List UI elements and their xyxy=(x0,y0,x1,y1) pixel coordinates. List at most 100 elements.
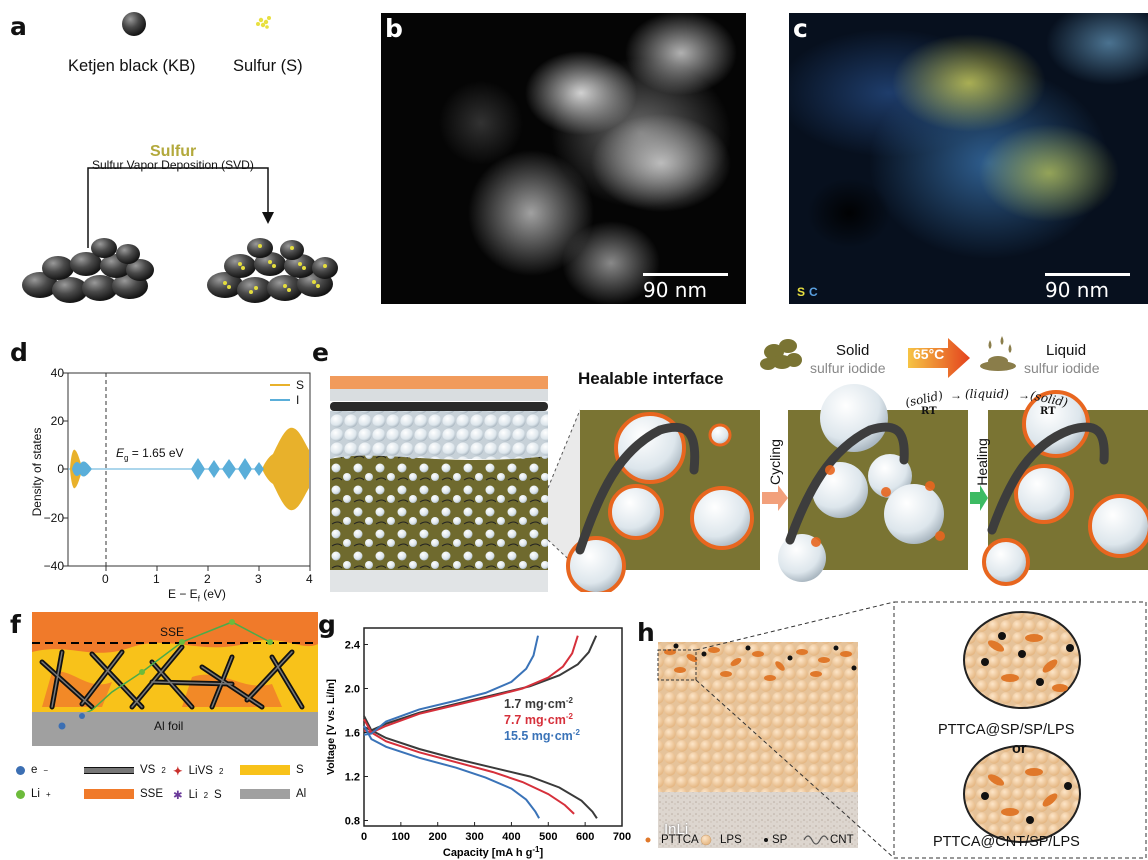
panel-label-g: g xyxy=(318,610,336,639)
y-tick-label: 1.2 xyxy=(345,772,360,784)
scale-c: 90 nm xyxy=(1045,278,1109,302)
solid-sulfur-iodide-icon xyxy=(760,339,802,370)
temp-label: 65°C xyxy=(913,346,945,362)
panel-f-schematic xyxy=(32,612,318,746)
x-tick-label: 700 xyxy=(613,831,631,843)
liquid-sulfur-iodide-icon xyxy=(980,336,1016,371)
legend-f-li2s: ✱ Li 2 S xyxy=(173,789,222,802)
livs2-icon: ✦ xyxy=(173,766,183,778)
y-tick-label: 0.8 xyxy=(345,816,360,828)
y-tick-label: 1.6 xyxy=(345,728,360,740)
legend-f-vs2: VS 2 xyxy=(84,764,166,776)
series-line-3-discharge xyxy=(363,725,540,819)
sse-label-f: SSE xyxy=(160,625,185,639)
xtick-d-2: 2 xyxy=(204,572,211,586)
zoom-cycled xyxy=(778,384,968,582)
series-line-2-charge xyxy=(363,635,579,734)
healing-arrow xyxy=(970,485,988,511)
legend-h-cnt: CNT xyxy=(830,834,854,846)
legend-d-s: S xyxy=(296,378,305,392)
xtick-d-4: 4 xyxy=(306,572,313,586)
kb-cluster-pristine xyxy=(22,238,154,303)
panel-h-schematic xyxy=(645,601,1147,859)
tem-image-b: 90 nm xyxy=(381,13,746,304)
eq-arrow-2: → xyxy=(1018,388,1030,402)
eq-liquid: (liquid) xyxy=(965,387,1009,401)
voltage-capacity-chart: 0.8 1.2 1.6 2.0 2.4 0 100 200 300 400 500 600 700 1.7… xyxy=(325,627,631,859)
panel-label-d: d xyxy=(10,338,28,367)
legend-series-3: 15.5 mg·cm-2 xyxy=(504,728,580,743)
panel-label-h: h xyxy=(637,618,655,647)
dos-plot xyxy=(63,372,311,571)
legend-s-c: S xyxy=(797,285,806,299)
pttca-cnt-label: PTTCA@CNT/SP/LPS xyxy=(933,834,1080,850)
x-tick-label: 100 xyxy=(392,831,410,843)
sulfur-word: Sulfur xyxy=(150,143,197,160)
y-axis-label: Voltage [V vs. Li/In] xyxy=(325,679,337,775)
ytick-d-m40: −40 xyxy=(43,559,64,573)
legend-f-livs2: ✦ LiVS 2 xyxy=(173,765,224,778)
x-tick-label: 400 xyxy=(502,831,520,843)
ytick-d-m20: −20 xyxy=(43,511,64,525)
zoom-initial xyxy=(566,410,760,592)
pttca-sp-label: PTTCA@SP/SP/LPS xyxy=(938,722,1075,738)
kb-icon xyxy=(122,12,146,36)
x-tick-label: 0 xyxy=(361,831,367,843)
scale-b: 90 nm xyxy=(643,278,707,302)
electron-icon xyxy=(16,765,25,775)
kb-label: Ketjen black (KB) xyxy=(68,57,196,75)
or-label: or xyxy=(1012,741,1027,757)
liquid-label: Liquid xyxy=(1046,342,1087,359)
panel-label-b: b xyxy=(385,14,403,43)
healing-label: Healing xyxy=(974,438,990,486)
ytick-d-20: 20 xyxy=(50,414,64,428)
legend-h-pttca: PTTCA xyxy=(661,834,699,846)
eq-rt-2: RT xyxy=(1040,406,1056,417)
panel-a-schematic xyxy=(22,12,338,303)
panel-label-c: c xyxy=(793,14,808,43)
eq-rt: RT xyxy=(921,406,937,417)
series-line-2-discharge xyxy=(363,718,575,815)
svd-label: Sulfur Vapor Deposition (SVD) xyxy=(92,158,254,172)
panel-label-a: a xyxy=(10,12,27,41)
legend-f-e: e − xyxy=(16,764,48,776)
series-line-1-discharge xyxy=(363,715,598,819)
series-line-3-charge xyxy=(363,635,539,736)
legend-h-lps: LPS xyxy=(720,834,742,846)
panel-e-schematic xyxy=(330,336,1148,592)
legend-d-i: I xyxy=(296,393,300,407)
zoom-healed xyxy=(982,390,1148,586)
legend-h-sp: SP xyxy=(772,834,788,846)
gap-label: Eg = 1.65 eV xyxy=(116,446,184,463)
ytick-d-40: 40 xyxy=(50,366,64,380)
legend-series-1: 1.7 mg·cm-2 xyxy=(504,696,574,711)
x-axis-label: Capacity [mA h g-1] xyxy=(443,845,544,859)
sulfur-icon xyxy=(256,16,271,29)
legend-series-2: 7.7 mg·cm-2 xyxy=(504,712,574,727)
solid-sub: sulfur iodide xyxy=(810,360,886,376)
ylabel-d: Density of states xyxy=(30,427,44,517)
panel-label-e: e xyxy=(312,338,329,367)
heat-arrow xyxy=(908,338,970,378)
eq-arrow-1: → xyxy=(950,388,962,402)
legend-f-sse: SSE xyxy=(84,788,163,800)
xtick-d-3: 3 xyxy=(255,572,262,586)
y-tick-label: 2.4 xyxy=(345,640,361,652)
liquid-sub: sulfur iodide xyxy=(1024,360,1100,376)
x-tick-label: 300 xyxy=(465,831,483,843)
solid-label: Solid xyxy=(836,342,870,359)
legend-c-c: C xyxy=(809,285,818,299)
al-foil-label: Al foil xyxy=(154,719,184,733)
li2s-icon: ✱ xyxy=(173,790,183,802)
x-tick-label: 200 xyxy=(429,831,447,843)
ytick-d-0: 0 xyxy=(57,462,64,476)
cycling-arrow xyxy=(762,485,788,511)
kb-cluster-sulfur xyxy=(207,238,338,303)
legend-f-li: Li + xyxy=(16,788,51,800)
legend-f-al: Al xyxy=(240,788,306,800)
xtick-d-0: 0 xyxy=(102,572,109,586)
legend-f-s: S xyxy=(240,764,304,776)
sulfur-label: Sulfur (S) xyxy=(233,57,303,75)
x-tick-label: 500 xyxy=(539,831,557,843)
xlabel-d: E − Ef (eV) xyxy=(168,587,226,604)
